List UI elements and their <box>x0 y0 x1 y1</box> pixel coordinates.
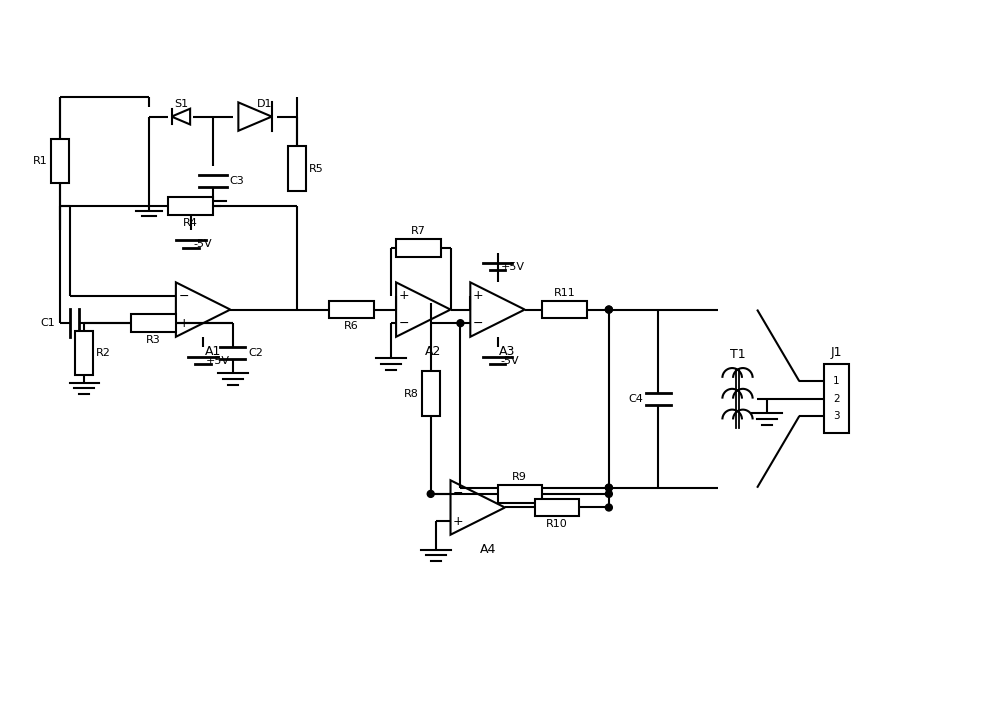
Text: R8: R8 <box>404 389 419 399</box>
Text: A2: A2 <box>425 344 441 357</box>
Circle shape <box>457 320 464 327</box>
Bar <box>498 485 542 503</box>
Text: C3: C3 <box>230 176 245 186</box>
Bar <box>422 371 440 416</box>
Text: 1: 1 <box>833 376 840 387</box>
Text: +: + <box>178 317 189 330</box>
Circle shape <box>605 484 612 491</box>
Text: +5V: +5V <box>500 261 524 272</box>
Text: T1: T1 <box>730 348 745 361</box>
Text: S1: S1 <box>174 99 188 108</box>
Text: 3: 3 <box>833 411 840 421</box>
Text: J1: J1 <box>831 346 842 359</box>
Text: −: − <box>179 290 189 302</box>
Text: +: + <box>453 515 464 528</box>
Text: +5V: +5V <box>206 355 230 365</box>
Bar <box>288 146 306 191</box>
Text: R5: R5 <box>309 164 324 173</box>
Text: −: − <box>453 487 464 500</box>
Text: +: + <box>399 290 409 302</box>
Text: C1: C1 <box>40 318 55 328</box>
Bar <box>542 301 587 318</box>
Circle shape <box>605 484 612 491</box>
Circle shape <box>427 491 434 497</box>
Text: R1: R1 <box>33 156 48 166</box>
Text: A4: A4 <box>479 542 496 555</box>
Text: R4: R4 <box>183 218 198 228</box>
Text: R9: R9 <box>512 472 527 482</box>
Bar <box>329 301 374 318</box>
Circle shape <box>605 306 612 313</box>
Text: R6: R6 <box>344 322 359 331</box>
Text: R2: R2 <box>96 348 111 358</box>
Text: R3: R3 <box>146 335 161 345</box>
Text: C4: C4 <box>628 394 643 403</box>
Circle shape <box>605 504 612 511</box>
Text: C2: C2 <box>248 348 263 358</box>
Text: −: − <box>473 317 483 330</box>
Text: A3: A3 <box>499 344 516 357</box>
Bar <box>824 364 849 433</box>
Text: 2: 2 <box>833 394 840 403</box>
Text: R7: R7 <box>411 226 426 236</box>
Text: +: + <box>473 290 484 302</box>
Bar <box>75 331 93 375</box>
Text: R11: R11 <box>553 288 575 298</box>
Text: A1: A1 <box>205 344 221 357</box>
Bar <box>396 239 441 257</box>
Circle shape <box>605 306 612 313</box>
Text: R10: R10 <box>546 519 568 529</box>
Bar <box>131 314 176 332</box>
Text: D1: D1 <box>257 99 273 108</box>
Text: −: − <box>399 317 409 330</box>
Text: -5V: -5V <box>500 355 519 365</box>
Bar <box>51 139 69 183</box>
Bar <box>168 197 213 215</box>
Circle shape <box>605 491 612 497</box>
Text: -5V: -5V <box>194 240 212 249</box>
Bar <box>535 499 579 516</box>
